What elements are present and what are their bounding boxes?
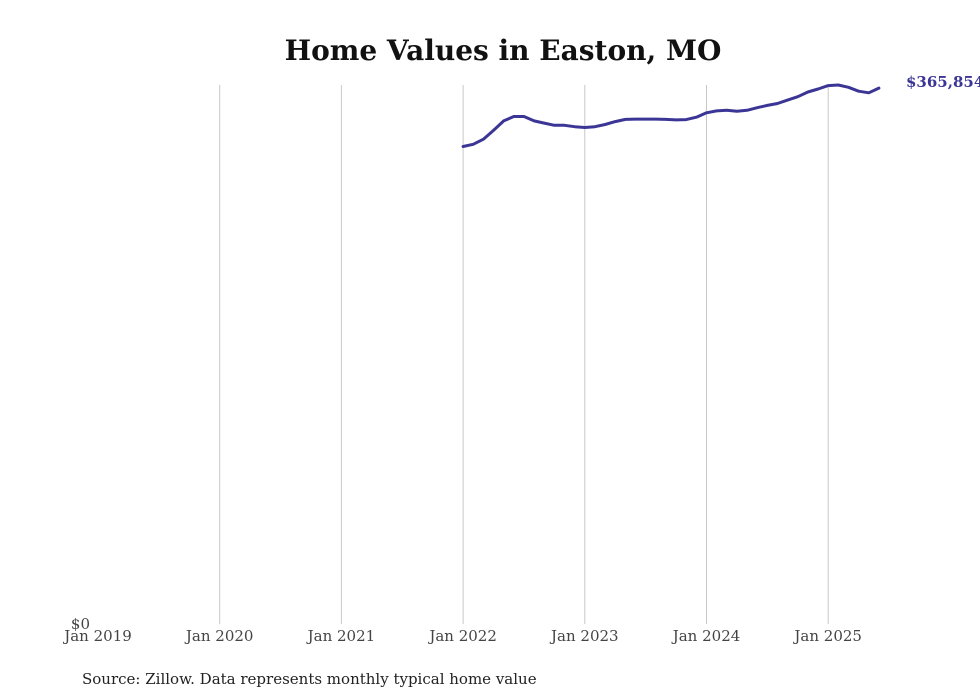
x-tick-label: Jan 2020 [184,627,254,645]
x-tick-label: Jan 2021 [306,627,376,645]
y-tick-label: $0 [71,615,90,633]
end-value-label: $365,854 [906,73,980,91]
x-tick-label: Jan 2022 [427,627,497,645]
gridlines [219,85,829,624]
x-tick-label: Jan 2023 [549,627,619,645]
source-note: Source: Zillow. Data represents monthly … [82,670,537,688]
x-tick-label: Jan 2019 [62,627,132,645]
chart-title: Home Values in Easton, MO [285,34,722,67]
x-tick-label: Jan 2024 [671,627,741,645]
x-tick-label: Jan 2025 [792,627,862,645]
series-line [461,83,881,148]
series-layer: $365,854 [461,73,980,148]
tick-labels: Jan 2019 Jan 2020 Jan 2021 Jan 2022 Jan 2023… [62,615,862,645]
